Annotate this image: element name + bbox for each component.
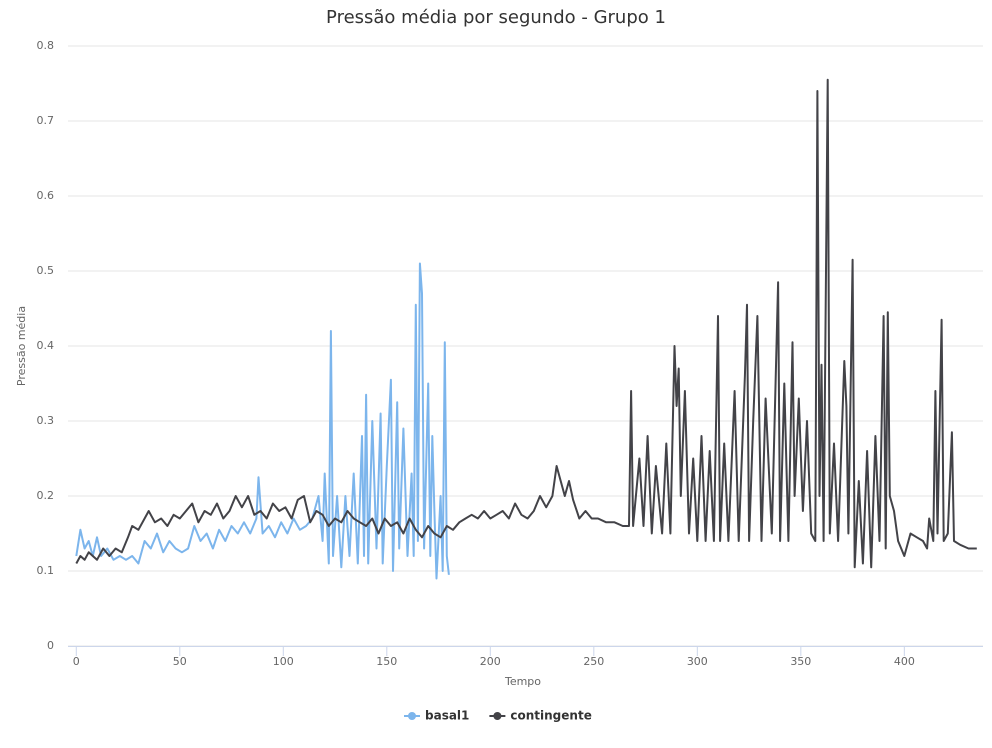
legend-item[interactable]: basal1 — [404, 709, 469, 723]
x-tick-label: 300 — [687, 655, 708, 668]
legend-label: contingente — [510, 709, 591, 723]
x-tick-label: 100 — [273, 655, 294, 668]
chart-title: Pressão média por segundo - Grupo 1 — [326, 7, 666, 28]
y-tick-label: 0.2 — [37, 489, 55, 502]
y-axis-title: Pressão média — [15, 306, 28, 386]
y-tick-label: 0.6 — [37, 189, 55, 202]
legend-symbol — [493, 712, 502, 720]
series-line — [75, 262, 450, 580]
legend-symbol — [408, 712, 416, 720]
series-line — [75, 78, 977, 569]
legend-item[interactable]: contingente — [489, 709, 592, 723]
legend-label: basal1 — [425, 709, 469, 723]
x-tick-label: 400 — [894, 655, 915, 668]
x-tick-label: 350 — [790, 655, 811, 668]
y-tick-label: 0.5 — [37, 264, 55, 277]
y-tick-label: 0.7 — [37, 114, 55, 127]
x-tick-label: 0 — [73, 655, 80, 668]
x-tick-label: 50 — [173, 655, 187, 668]
x-axis-title: Tempo — [504, 675, 541, 688]
y-tick-label: 0.8 — [37, 39, 55, 52]
y-tick-label: 0.3 — [37, 414, 55, 427]
x-tick-label: 150 — [376, 655, 397, 668]
x-tick-label: 250 — [583, 655, 604, 668]
y-tick-label: 0.4 — [37, 339, 55, 352]
y-tick-label: 0 — [47, 639, 54, 652]
x-tick-label: 200 — [480, 655, 501, 668]
y-tick-label: 0.1 — [37, 564, 55, 577]
